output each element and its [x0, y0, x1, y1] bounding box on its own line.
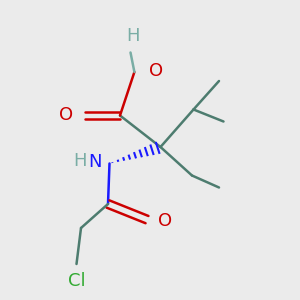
Text: Cl: Cl [68, 272, 85, 290]
Text: H: H [127, 27, 140, 45]
Text: O: O [158, 212, 172, 230]
Text: H: H [74, 152, 87, 169]
Text: O: O [149, 61, 163, 80]
Text: N: N [88, 153, 102, 171]
Text: O: O [59, 106, 74, 124]
